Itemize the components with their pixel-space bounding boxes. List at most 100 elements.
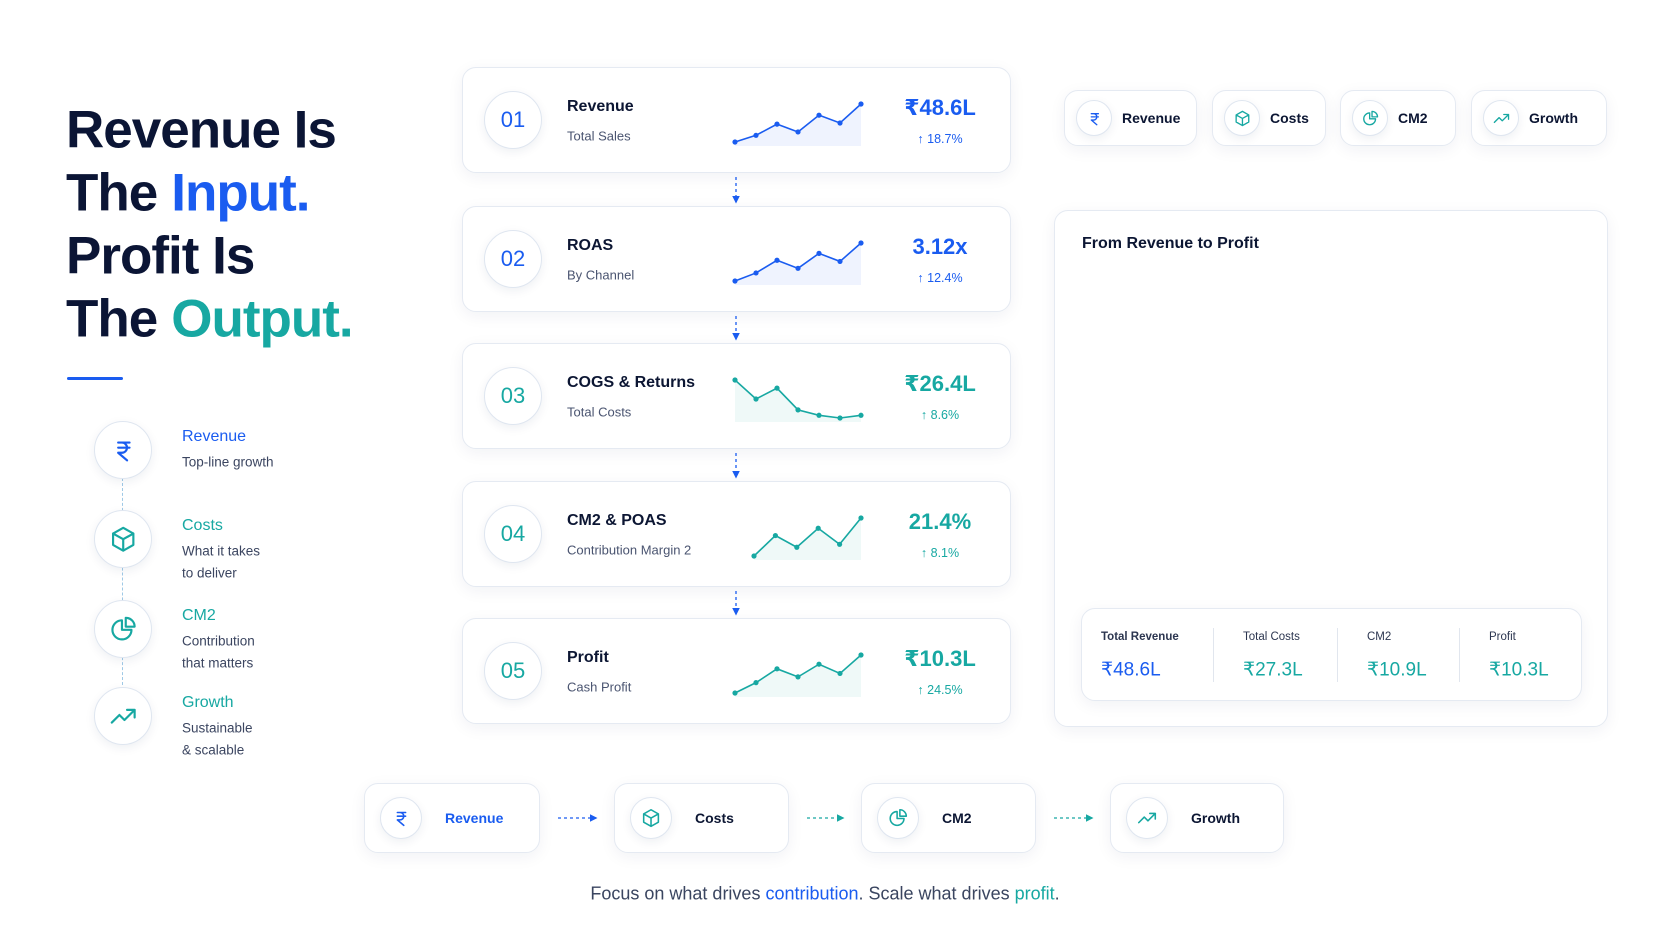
sparkline-point <box>858 652 864 658</box>
sparkline-area <box>735 380 861 422</box>
icon-glyph <box>116 441 131 462</box>
step-change: ↑ 8.6% <box>920 408 960 422</box>
step-number: 03 <box>500 383 526 408</box>
summary-value: ₹10.9L <box>1367 659 1427 681</box>
step-value: ₹10.3L <box>904 646 976 671</box>
headline-text: Revenue Is <box>66 100 337 160</box>
icon-circle <box>380 797 422 839</box>
headline-text: The <box>66 289 158 349</box>
headline-accent: Output. <box>171 289 353 349</box>
icon <box>1235 110 1249 126</box>
sparkline-point <box>774 385 780 391</box>
legend-label: Revenue <box>1122 110 1181 126</box>
summary-value: ₹48.6L <box>1101 659 1161 681</box>
sparkline-point <box>732 690 738 696</box>
pillar-desc: Top-line growth <box>182 454 274 470</box>
sparkline-point <box>815 525 821 531</box>
summary-label: Profit <box>1489 631 1516 643</box>
step-card <box>462 206 1011 312</box>
flow-label: Revenue <box>445 810 504 826</box>
sparkline-point <box>774 121 780 127</box>
footer-text: Focus on what drives <box>590 883 766 904</box>
sparkline-point <box>816 112 822 118</box>
icon <box>110 708 136 724</box>
headline-text: Profit Is <box>66 226 255 286</box>
chart-title: From Revenue to Profit <box>1082 235 1259 252</box>
step-number-circle: 03 <box>484 367 542 425</box>
icon-circle <box>1352 100 1388 136</box>
footer-text: profit <box>1014 883 1055 904</box>
pillar-desc: to deliver <box>182 565 237 581</box>
flow-label: Growth <box>1191 810 1240 826</box>
legend-label: CM2 <box>1398 110 1428 126</box>
sparkline-point <box>816 250 822 256</box>
headline-rule <box>67 377 123 380</box>
icon-circle <box>1076 100 1112 136</box>
step-card <box>462 618 1011 724</box>
sparkline-point <box>751 553 757 559</box>
sparkline-point <box>837 670 843 677</box>
icon <box>396 811 407 827</box>
pillar-desc: Sustainable <box>182 720 253 736</box>
footer-text: . <box>1054 883 1060 904</box>
sparkline-point <box>858 101 864 107</box>
flow-label: Costs <box>695 810 734 826</box>
step-change: ↑ 24.5% <box>917 683 963 697</box>
sparkline-point <box>795 407 801 413</box>
icon-circle <box>877 797 919 839</box>
icon-glyph <box>642 808 660 828</box>
icon-glyph <box>1090 112 1099 125</box>
footer-text: . Scale what drives <box>858 883 1015 904</box>
step-change: ↑ 8.1% <box>920 546 960 560</box>
footer-text: contribution <box>765 883 859 904</box>
sparkline-point <box>816 661 822 667</box>
icon-glyph <box>111 526 135 552</box>
sparkline-point <box>816 412 822 418</box>
step-title: ROAS <box>567 237 614 254</box>
headline-text: The <box>66 163 158 223</box>
sparkline-area <box>735 655 861 697</box>
icon <box>1362 110 1378 125</box>
icon-circle <box>94 687 152 745</box>
sparkline <box>753 517 862 557</box>
sparkline-area <box>754 518 861 560</box>
step-subtitle: Total Sales <box>567 128 631 144</box>
summary-divider <box>1337 628 1338 682</box>
icon-glyph <box>111 616 136 641</box>
sparkline-point <box>837 258 843 265</box>
summary-box <box>1081 608 1582 701</box>
sparkline-point <box>732 139 738 145</box>
icon-glyph <box>889 808 908 827</box>
step-number-circle: 01 <box>484 91 542 149</box>
step-number-circle: 04 <box>484 505 542 563</box>
summary-label: Total Costs <box>1243 631 1300 643</box>
step-subtitle: Cash Profit <box>567 679 632 695</box>
icon-circle <box>1483 100 1519 136</box>
step-title: COGS & Returns <box>567 374 696 391</box>
headline-line: The Output. <box>66 289 354 350</box>
sparkline-point <box>732 278 738 284</box>
step-change: ↑ 18.7% <box>917 132 963 146</box>
sparkline-point <box>837 541 843 547</box>
headline-accent: Input. <box>171 163 310 223</box>
icon-glyph <box>396 811 407 827</box>
headline-line: Profit Is <box>66 226 255 287</box>
flow-label: CM2 <box>942 810 972 826</box>
pillar-desc: that matters <box>182 655 254 671</box>
step-title: CM2 & POAS <box>567 512 667 529</box>
icon <box>889 808 908 827</box>
sparkline-point <box>774 257 780 263</box>
sparkline-point <box>858 515 864 521</box>
legend-label: Costs <box>1270 110 1309 126</box>
headline-line: Revenue Is <box>66 100 337 161</box>
sparkline-area <box>735 243 861 285</box>
step-subtitle: By Channel <box>567 267 635 283</box>
sparkline-point <box>837 415 843 421</box>
summary-divider <box>1459 628 1460 682</box>
sparkline-point <box>837 120 843 126</box>
sparkline-point <box>732 377 738 383</box>
step-value: 3.12x <box>912 234 968 259</box>
icon <box>111 526 135 552</box>
step-change: ↑ 12.4% <box>917 271 963 285</box>
